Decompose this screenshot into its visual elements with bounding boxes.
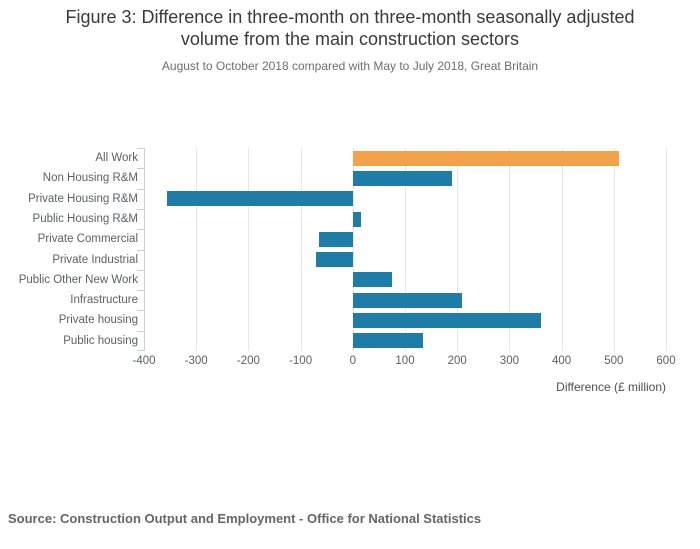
category-label-non-housing-r-m: Non Housing R&M	[42, 172, 138, 185]
value-tick-label-100: 100	[395, 355, 415, 367]
value-tick-label-600: 600	[656, 355, 676, 367]
gridline--200	[248, 148, 250, 351]
gridline-200	[457, 148, 459, 351]
category-label-private-housing-r-m: Private Housing R&M	[28, 192, 138, 205]
value-tick-label--400: -400	[132, 355, 156, 367]
category-label-private-industrial: Private Industrial	[52, 253, 138, 266]
value-axis-labels: -400 -300 -200 -100 0 100 200 300 400 500 600	[132, 355, 675, 369]
category-tick	[137, 249, 144, 251]
category-tick	[137, 310, 144, 312]
category-label-infrastructure: Infrastructure	[70, 294, 138, 307]
category-tick	[137, 350, 144, 351]
source-note: Source: Construction Output and Employme…	[8, 511, 482, 526]
category-tick	[137, 269, 144, 271]
bar-non-housing-r-m	[352, 170, 452, 186]
bar-private-industrial	[316, 252, 353, 268]
bar-private-commercial	[318, 231, 353, 247]
category-label-public-other-new-work: Public Other New Work	[18, 273, 138, 286]
value-tick-label--200: -200	[236, 355, 260, 367]
category-axis-labels: All Work Non Housing R&M Private Housing R…	[0, 148, 138, 351]
gridline-0	[352, 148, 354, 351]
category-tick	[137, 229, 144, 231]
value-tick-label-0: 0	[349, 355, 356, 367]
x-axis-title: Difference (£ million)	[556, 380, 666, 394]
category-tick	[137, 330, 144, 332]
gridline-300	[509, 148, 511, 351]
category-label-private-commercial: Private Commercial	[37, 233, 138, 246]
bar-all-work	[352, 150, 620, 166]
category-tick	[137, 168, 144, 170]
value-tick-label--300: -300	[184, 355, 208, 367]
value-tick-label--100: -100	[289, 355, 313, 367]
value-tick-label-200: 200	[447, 355, 467, 367]
bar-public-housing-r-m	[352, 211, 361, 227]
value-tick-label-500: 500	[604, 355, 624, 367]
category-axis-line	[144, 148, 145, 351]
category-label-public-housing: Public housing	[63, 334, 138, 347]
value-tick-label-300: 300	[499, 355, 519, 367]
gridline-500	[613, 148, 615, 351]
category-tick	[137, 148, 144, 149]
bar-infrastructure	[352, 292, 463, 308]
gridline-100	[405, 148, 406, 351]
bar-private-housing	[352, 313, 541, 329]
gridline-400	[561, 148, 563, 351]
category-tick	[137, 290, 144, 292]
bar-public-housing	[352, 333, 424, 349]
category-label-public-housing-r-m: Public Housing R&M	[32, 212, 138, 225]
value-tick-label-400: 400	[552, 355, 572, 367]
plot-area	[137, 148, 667, 351]
category-label-all-work: All Work	[95, 152, 138, 164]
category-tick	[137, 208, 144, 210]
gridline--100	[300, 148, 302, 351]
gridline--300	[196, 148, 198, 351]
category-label-private-housing: Private housing	[58, 314, 138, 327]
bar-public-other-new-work	[352, 272, 392, 288]
bar-private-housing-r-m	[167, 191, 353, 207]
category-tick	[137, 188, 144, 190]
gridline-600	[666, 148, 667, 351]
chart-title: Figure 3: Difference in three-month on t…	[65, 7, 635, 49]
chart-subtitle: August to October 2018 compared with May…	[161, 59, 539, 73]
